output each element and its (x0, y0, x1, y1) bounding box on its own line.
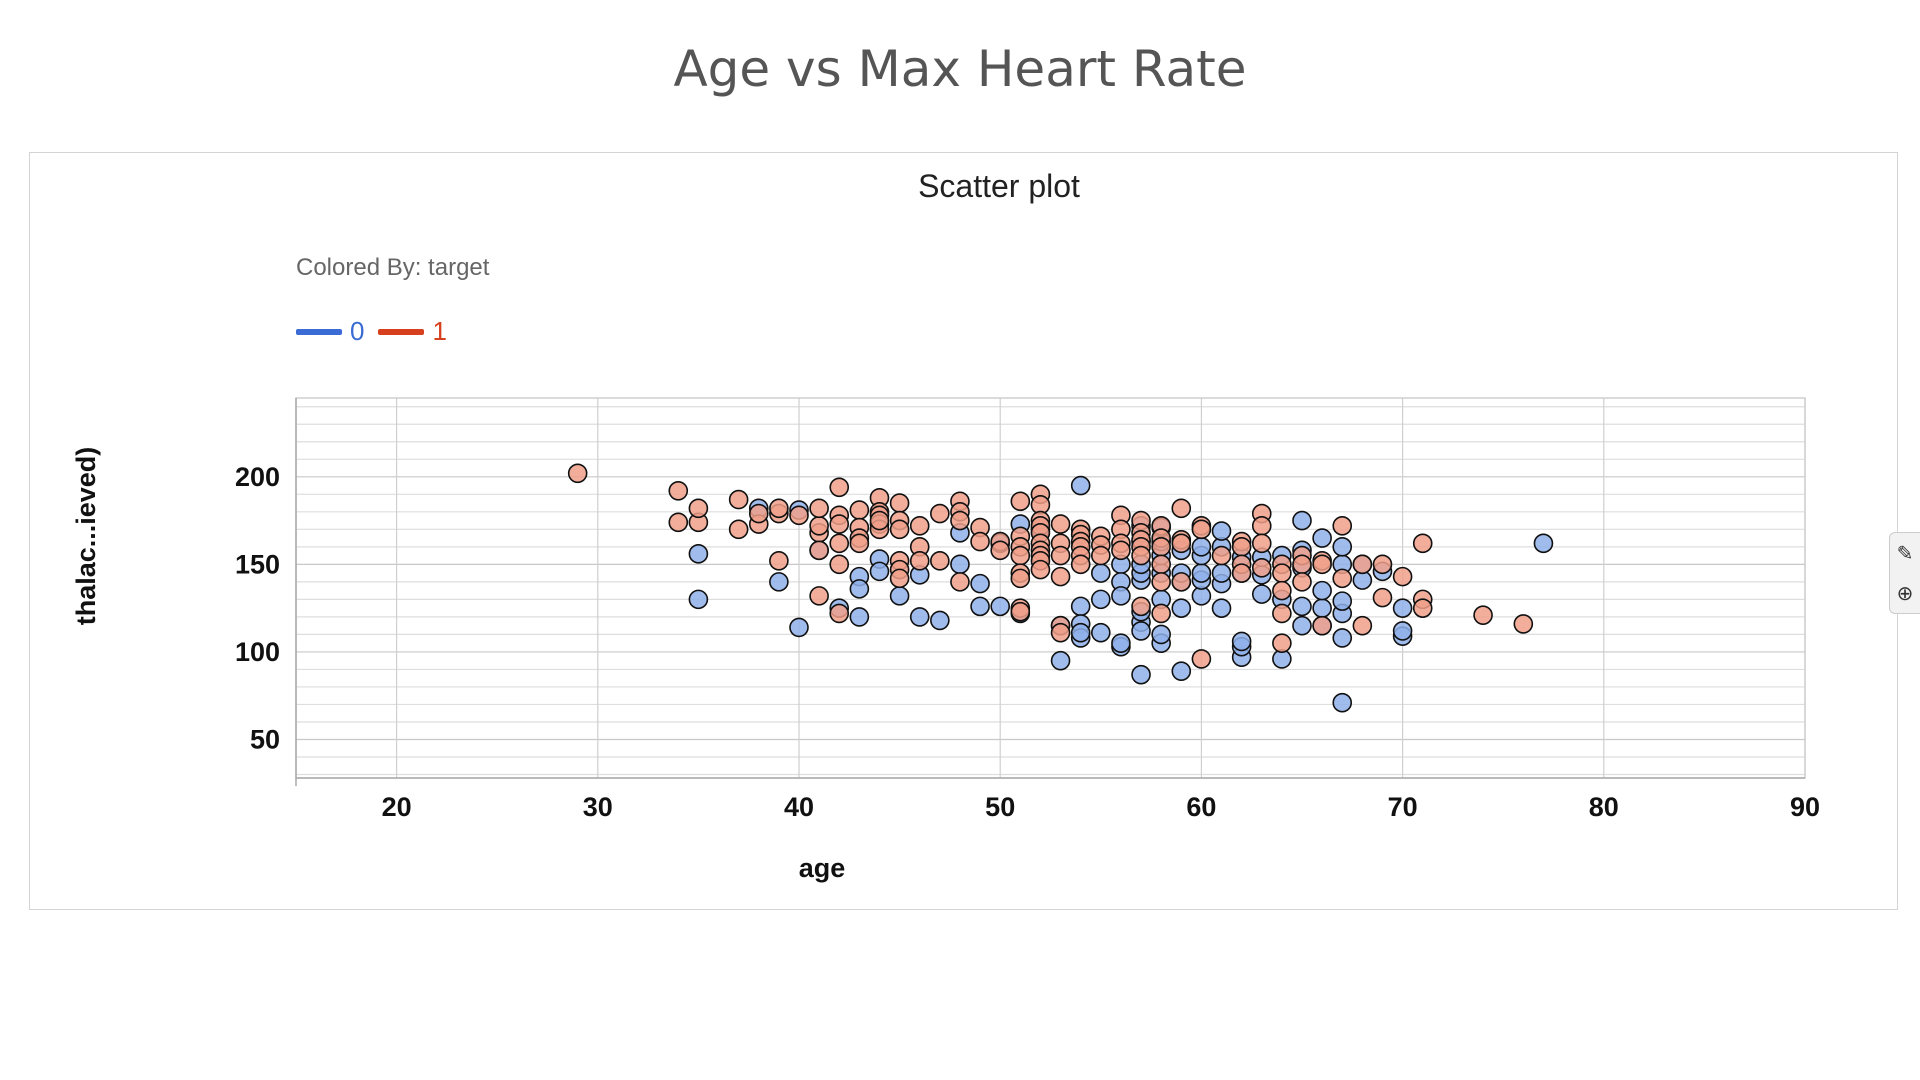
legend-label-0: 0 (350, 316, 365, 346)
side-toolbar: ✎ ⊕ (1889, 532, 1920, 614)
legend-label-1: 1 (432, 316, 447, 346)
legend: 0 1 (296, 316, 453, 347)
colored-by-label: Colored By: target (296, 254, 490, 281)
page-title: Age vs Max Heart Rate (673, 40, 1247, 98)
chart-title: Scatter plot (918, 168, 1080, 204)
legend-item-1[interactable]: 1 (378, 316, 447, 347)
brush-icon[interactable]: ✎ (1896, 542, 1914, 565)
legend-swatch-0 (296, 328, 342, 335)
legend-item-0[interactable]: 0 (296, 316, 364, 347)
legend-swatch-1 (378, 328, 425, 335)
zoom-icon[interactable]: ⊕ (1896, 582, 1914, 605)
